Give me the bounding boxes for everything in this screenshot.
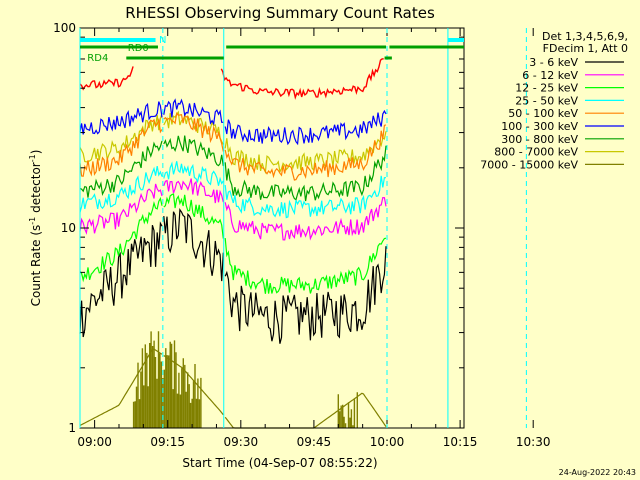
legend-entry-label: 25 - 50 keV (515, 94, 578, 107)
legend-entry-label: 6 - 12 keV (522, 69, 578, 82)
series-line (79, 348, 163, 427)
series-line (79, 101, 163, 135)
series-line (163, 112, 224, 152)
series-line (79, 196, 163, 283)
series-line (163, 193, 224, 239)
flag-label: RD0 (128, 43, 149, 54)
legend: Det 1,3,4,5,6,9, FDecim 1, Att 0 3 - 6 k… (480, 30, 628, 171)
series-spikes (162, 340, 202, 428)
series-line (224, 131, 387, 175)
legend-entry-label: 3 - 6 keV (529, 56, 578, 69)
series-line (79, 221, 163, 338)
series-line (224, 196, 387, 241)
series-spikes (132, 331, 163, 428)
x-tick-label: 10:00 (370, 435, 405, 449)
y-tick-label: 10 (61, 221, 76, 235)
y-axis-label-part: Count Rate (s (29, 225, 43, 307)
chart-title: RHESSI Observing Summary Count Rates (125, 4, 435, 22)
legend-entry-label: 100 - 300 keV (501, 120, 578, 133)
y-axis-label-part: detector (29, 162, 43, 217)
date-stamp: 24-Aug-2022 20:43 (559, 468, 636, 477)
series-line (79, 183, 163, 235)
series-line (224, 145, 387, 202)
series-line (79, 117, 163, 177)
legend-entry-label: 800 - 7000 keV (494, 146, 578, 159)
legend-entry-label: 7000 - 15000 keV (480, 158, 578, 171)
y-tick-label: 1 (68, 421, 76, 435)
legend-header-line: Det 1,3,4,5,6,9, (542, 30, 628, 43)
series-line (224, 237, 387, 294)
flag-label: N (159, 35, 166, 46)
red-series-line (79, 66, 134, 91)
y-axis-label: Count Rate (s-1 detector-1) (28, 150, 43, 307)
series-line (79, 165, 163, 213)
series-line (163, 207, 224, 282)
y-axis-label-sup: -1 (28, 154, 37, 162)
y-axis-label-part: ) (29, 150, 43, 155)
x-tick-label: 10:15 (443, 435, 478, 449)
series-line (163, 161, 224, 186)
y-tick-label: 100 (53, 21, 76, 35)
series-line (163, 355, 224, 416)
series-line (163, 178, 224, 204)
series-line (224, 175, 386, 219)
x-tick-label: 09:30 (224, 435, 259, 449)
x-tick-label: 10:30 (516, 435, 551, 449)
annotations: N RD0 RD4 (79, 28, 527, 428)
series-line (224, 109, 387, 146)
series-line (163, 135, 224, 167)
x-tick-label: 09:45 (297, 435, 332, 449)
legend-entry-label: 50 - 100 keV (508, 107, 578, 120)
series-line (224, 246, 387, 344)
legend-entry-label: 12 - 25 keV (515, 82, 578, 95)
x-tick-label: 09:00 (77, 435, 112, 449)
x-axis-label: Start Time (04-Sep-07 08:55:22) (182, 456, 377, 470)
flag-label: RD4 (87, 53, 108, 64)
series-line (79, 140, 163, 198)
series-line (163, 98, 224, 126)
series-line (224, 124, 387, 181)
x-tick-label: 09:15 (150, 435, 185, 449)
axes: 09:00 09:15 09:30 09:45 10:00 10:15 10:30 1 10 10… (53, 21, 550, 449)
y-axis-label-sup: -1 (28, 217, 37, 225)
legend-entry-label: 300 - 800 keV (501, 133, 578, 146)
red-series-line (220, 58, 384, 100)
legend-header-line: FDecim 1, Att 0 (543, 42, 628, 55)
